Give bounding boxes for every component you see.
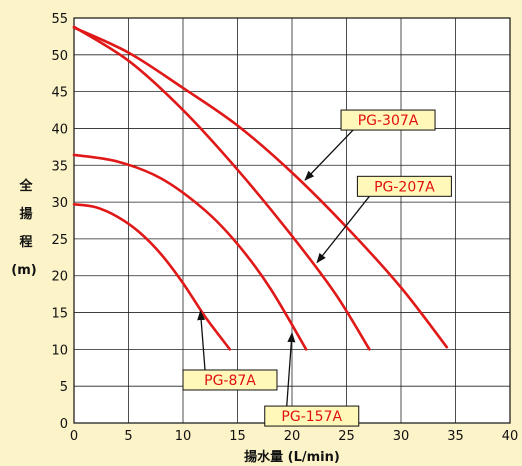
callout-label: PG-207A bbox=[374, 179, 435, 195]
callout-box bbox=[356, 175, 452, 197]
series-line-pg-307a bbox=[72, 26, 449, 349]
callout-arrow bbox=[316, 195, 370, 264]
y-tick-label: 10 bbox=[51, 343, 68, 358]
y-tick-label: 15 bbox=[51, 307, 68, 322]
y-tick-label: 30 bbox=[51, 196, 68, 211]
series-line-pg-157a bbox=[72, 153, 308, 351]
y-tick-label: 50 bbox=[51, 49, 68, 64]
x-tick-label: 25 bbox=[338, 429, 355, 444]
x-axis-title: 揚水量 (L/min) bbox=[244, 449, 340, 465]
callout-arrow bbox=[197, 310, 206, 371]
y-tick-label: 5 bbox=[60, 380, 68, 395]
callout-box bbox=[264, 405, 360, 427]
y-tick-label: 20 bbox=[51, 270, 68, 285]
callout-pg-207a: PG-207A bbox=[316, 175, 452, 264]
x-tick-label: 15 bbox=[229, 429, 246, 444]
y-tick-label: 0 bbox=[60, 417, 68, 432]
y-axis-unit: (m) bbox=[11, 263, 36, 278]
y-tick-label: 55 bbox=[51, 12, 68, 27]
callout-arrow bbox=[304, 129, 354, 181]
y-tick-label: 25 bbox=[51, 233, 68, 248]
callout-pg-87a: PG-87A bbox=[182, 310, 278, 391]
y-axis-title-char: 程 bbox=[19, 235, 32, 250]
callout-pg-157a: PG-157A bbox=[264, 332, 360, 427]
x-tick-label: 5 bbox=[124, 429, 132, 444]
series-line-pg-207a bbox=[72, 25, 371, 351]
y-tick-label: 45 bbox=[51, 86, 68, 101]
x-tick-label: 35 bbox=[447, 429, 464, 444]
x-tick-label: 20 bbox=[284, 429, 301, 444]
callout-label: PG-87A bbox=[204, 373, 256, 389]
y-tick-label: 40 bbox=[51, 122, 68, 137]
callout-box bbox=[182, 369, 278, 391]
x-tick-label: 40 bbox=[502, 429, 519, 444]
callout-label: PG-157A bbox=[281, 409, 342, 425]
callout-pg-307a: PG-307A bbox=[304, 109, 436, 181]
callout-label: PG-307A bbox=[358, 113, 419, 129]
y-axis-title-char: 揚 bbox=[19, 206, 32, 222]
callout-box bbox=[340, 109, 436, 131]
callout-arrow bbox=[286, 332, 296, 407]
y-tick-label: 35 bbox=[51, 159, 68, 174]
y-axis-title-char: 全 bbox=[18, 178, 33, 194]
x-tick-label: 0 bbox=[70, 429, 78, 444]
x-tick-label: 30 bbox=[393, 429, 410, 444]
x-tick-label: 10 bbox=[175, 429, 192, 444]
